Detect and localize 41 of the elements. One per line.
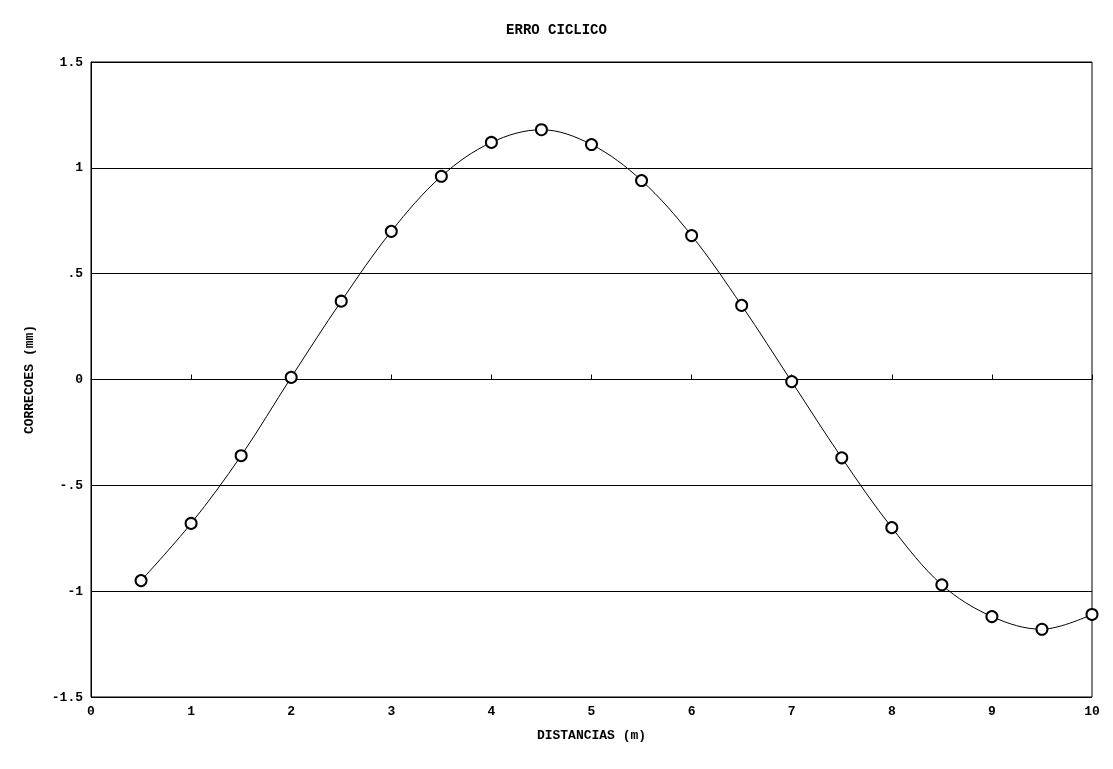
chart-title: ERRO CICLICO	[506, 22, 607, 38]
point	[935, 578, 949, 592]
x-tick-label: 10	[1084, 704, 1100, 719]
point	[484, 135, 498, 149]
point	[985, 610, 999, 624]
x-tick-label: 2	[287, 704, 296, 719]
point	[434, 169, 448, 183]
point	[234, 449, 248, 463]
point	[735, 298, 749, 312]
x-axis-title: DISTANCIAS (m)	[536, 728, 647, 743]
y-axis-title: CORRECOES (mm)	[22, 324, 37, 435]
x-tick-label: 7	[787, 704, 796, 719]
y-tick-label: 1.5	[59, 54, 84, 70]
point	[1085, 607, 1099, 621]
x-tick-label: 6	[687, 704, 696, 719]
point	[284, 370, 298, 384]
y-tick-label: -.5	[59, 477, 84, 493]
point	[835, 451, 849, 465]
point	[885, 521, 899, 535]
point	[1035, 622, 1049, 636]
point	[134, 574, 148, 588]
y-tick-label: 0	[75, 372, 84, 387]
point	[585, 138, 598, 152]
x-tick-label: 0	[87, 704, 96, 719]
point	[534, 123, 548, 137]
point	[635, 174, 649, 188]
y-tick-label: .5	[67, 266, 84, 282]
x-tick-label: 1	[187, 704, 196, 719]
point	[785, 375, 799, 389]
y-tick-label: -1.5	[51, 689, 84, 705]
x-tick-label: 4	[487, 704, 496, 719]
point	[384, 224, 398, 238]
point	[685, 229, 699, 243]
point	[184, 516, 198, 530]
x-tick-label: 8	[887, 704, 896, 719]
x-tick-label: 3	[387, 704, 396, 719]
x-tick-label: 9	[987, 704, 996, 719]
y-tick-label: 1	[75, 160, 84, 176]
x-tick-label: 5	[587, 704, 596, 719]
point	[334, 294, 348, 308]
y-tick-label: -1	[67, 583, 84, 599]
